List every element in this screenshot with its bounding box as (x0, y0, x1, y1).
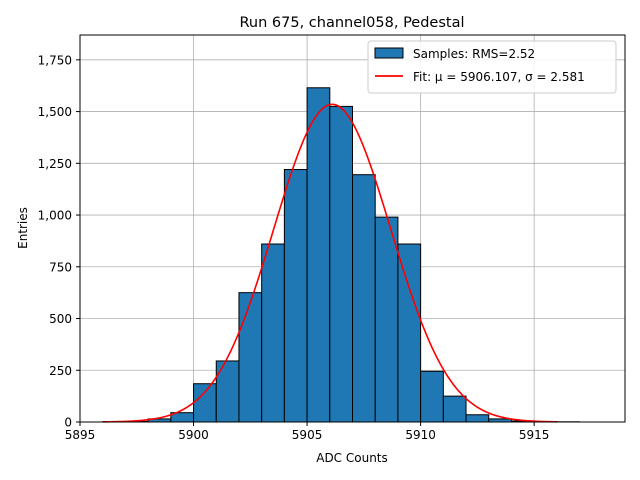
histogram-bar (215, 360, 240, 423)
histogram-bar (306, 87, 331, 423)
plot-frame (79, 34, 626, 423)
x-axis-ticks: 5895 5900 5905 5910 5915 (65, 422, 550, 442)
y-axis-ticks: 0 250 500 750 1,000 1,250 1,500 1,750 (38, 53, 80, 430)
y-tick-label: 1,750 (38, 53, 72, 67)
y-tick-label: 1,500 (38, 105, 72, 119)
x-tick-label: 5900 (178, 428, 209, 442)
legend-bar-swatch (374, 47, 404, 59)
y-tick-label: 0 (64, 416, 72, 430)
y-axis-label: Entries (16, 207, 30, 249)
x-tick-label: 5895 (65, 428, 96, 442)
histogram-bar (329, 105, 353, 423)
legend-fit-label: Fit: μ = 5906.107, σ = 2.581 (413, 70, 585, 84)
histogram-bar (374, 216, 399, 423)
histogram-bar (420, 370, 444, 423)
fit-curve-layer (102, 103, 557, 423)
x-tick-label: 5905 (292, 428, 323, 442)
y-tick-label: 250 (49, 364, 72, 378)
histogram-bar (238, 292, 263, 423)
gaussian-fit-curve (102, 103, 557, 423)
histogram-bar (465, 414, 490, 423)
y-tick-label: 500 (49, 312, 72, 326)
x-tick-label: 5915 (519, 428, 550, 442)
legend-box (367, 40, 617, 94)
legend-samples-label: Samples: RMS=2.52 (413, 47, 535, 61)
histogram-bar (261, 243, 285, 423)
histogram-bar (442, 395, 467, 423)
histogram-bar (352, 174, 376, 423)
histogram-bar (193, 383, 217, 423)
histogram-bar (283, 169, 308, 423)
histogram-bars (102, 87, 581, 423)
y-tick-label: 1,250 (38, 157, 72, 171)
x-axis-label: ADC Counts (316, 451, 388, 465)
legend: Samples: RMS=2.52 Fit: μ = 5906.107, σ =… (367, 40, 617, 94)
chart-title: Run 675, channel058, Pedestal (239, 15, 464, 31)
y-tick-label: 1,000 (38, 209, 72, 223)
y-tick-label: 750 (49, 260, 72, 274)
histogram-bar (397, 243, 422, 423)
x-tick-label: 5910 (405, 428, 436, 442)
